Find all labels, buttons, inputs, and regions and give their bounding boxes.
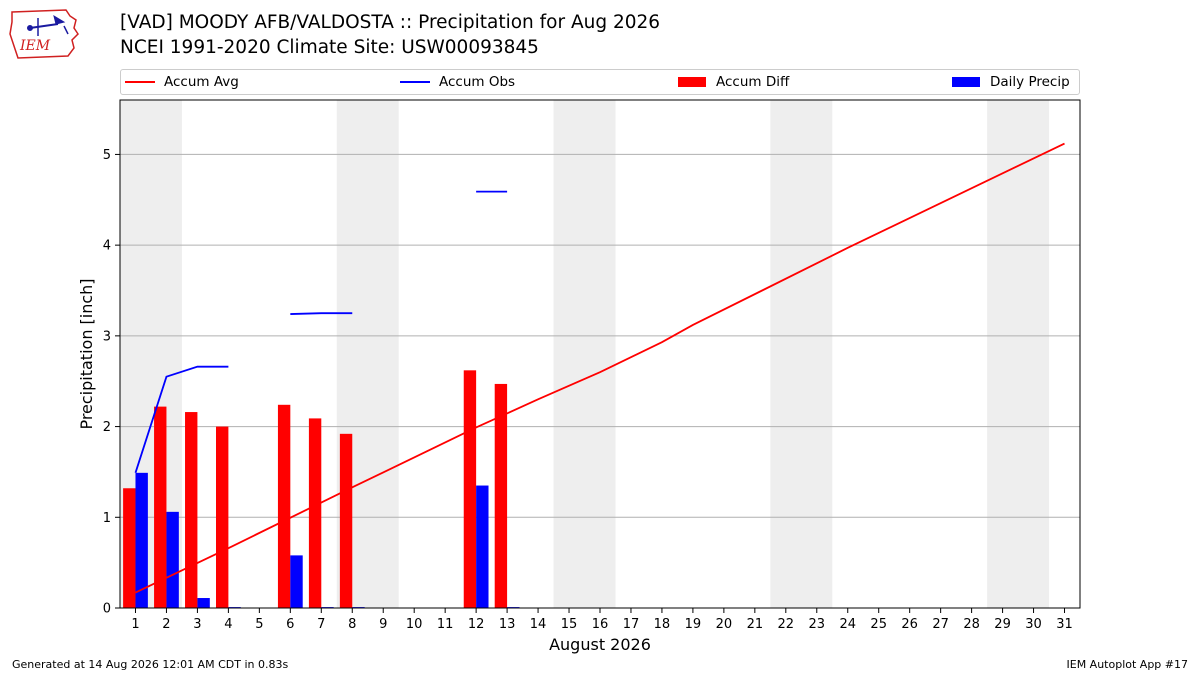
- x-tick-label-7: 7: [317, 617, 325, 632]
- x-tick-label-17: 17: [623, 617, 640, 632]
- accum-obs-line-segment-1: [134, 365, 229, 474]
- accum-diff-bar-day-2: [154, 406, 167, 608]
- x-tick-label-19: 19: [685, 617, 702, 632]
- x-tick-label-5: 5: [255, 617, 263, 632]
- accum-diff-bar-day-8: [339, 433, 353, 608]
- chart-subtitle: NCEI 1991-2020 Climate Site: USW00093845: [120, 37, 539, 58]
- accum-diff-bar-day-4: [216, 426, 229, 608]
- daily-precip-bar-day-12: [476, 485, 489, 608]
- x-tick-label-27: 27: [932, 617, 949, 632]
- legend-item-accum-diff: Accum Diff: [678, 70, 789, 94]
- x-tick-label-23: 23: [809, 617, 826, 632]
- x-tick-label-12: 12: [468, 617, 485, 632]
- x-tick-label-21: 21: [747, 617, 764, 632]
- x-tick-label-4: 4: [224, 617, 232, 632]
- accum-diff-bar-day-12: [463, 370, 477, 608]
- x-tick-label-28: 28: [963, 617, 980, 632]
- x-tick-label-29: 29: [994, 617, 1011, 632]
- legend-swatch-accum-avg: [125, 81, 155, 83]
- legend-item-accum-obs: Accum Obs: [400, 70, 515, 94]
- x-tick-label-24: 24: [839, 617, 856, 632]
- accum-diff-bar-day-7: [308, 418, 322, 608]
- legend-swatch-daily-precip: [952, 77, 980, 87]
- x-tick-label-11: 11: [437, 617, 454, 632]
- legend-label-accum-avg: Accum Avg: [164, 74, 239, 90]
- daily-precip-bar-day-6: [290, 555, 303, 608]
- x-tick-label-8: 8: [348, 617, 356, 632]
- y-tick-label-5: 5: [103, 148, 111, 163]
- y-tick-label-3: 3: [103, 329, 111, 344]
- chart-title: [VAD] MOODY AFB/VALDOSTA :: Precipitatio…: [120, 12, 661, 33]
- generated-timestamp: Generated at 14 Aug 2026 12:01 AM CDT in…: [12, 658, 289, 671]
- x-tick-label-9: 9: [379, 617, 387, 632]
- app-credit: IEM Autoplot App #17: [1066, 658, 1189, 671]
- legend-swatch-accum-obs: [400, 81, 430, 83]
- y-tick-label-1: 1: [103, 511, 111, 526]
- y-tick-label-2: 2: [103, 420, 111, 435]
- y-tick-label-4: 4: [103, 239, 111, 254]
- x-tick-label-20: 20: [716, 617, 733, 632]
- accum-diff-bar-day-1: [123, 488, 136, 608]
- iem-logo: IEM: [9, 9, 79, 59]
- x-tick-label-18: 18: [654, 617, 671, 632]
- x-tick-label-13: 13: [499, 617, 516, 632]
- x-tick-label-2: 2: [162, 617, 170, 632]
- x-axis-label: August 2026: [549, 635, 651, 654]
- daily-precip-bar-day-1: [135, 472, 148, 608]
- x-tick-label-31: 31: [1056, 617, 1073, 632]
- legend-label-accum-obs: Accum Obs: [439, 74, 516, 90]
- legend-item-daily-precip: Daily Precip: [952, 70, 1070, 94]
- weekend-band-3: [553, 100, 616, 608]
- weather-instruments-icon: [27, 14, 69, 36]
- daily-precip-bar-day-3: [197, 598, 210, 608]
- x-tick-label-16: 16: [592, 617, 609, 632]
- daily-precip-bar-day-2: [166, 511, 179, 608]
- legend-swatch-accum-diff: [678, 77, 706, 87]
- accum-diff-bar-day-13: [494, 383, 508, 608]
- iowa-state-outline: [9, 9, 79, 59]
- legend: Accum Avg Accum Obs Accum Diff Daily Pre…: [120, 69, 1080, 95]
- x-tick-label-3: 3: [193, 617, 201, 632]
- x-tick-label-26: 26: [901, 617, 918, 632]
- weekend-band-4: [770, 100, 833, 608]
- y-axis-label: Precipitation [inch]: [77, 278, 96, 429]
- accum-diff-bar-day-6: [277, 404, 291, 608]
- x-tick-label-15: 15: [561, 617, 578, 632]
- accum-avg-line: [135, 142, 1065, 594]
- x-tick-label-1: 1: [131, 617, 139, 632]
- legend-label-accum-diff: Accum Diff: [716, 74, 790, 90]
- weekend-band-5: [987, 100, 1050, 608]
- accum-obs-line-segment-2: [290, 312, 353, 315]
- x-tick-label-14: 14: [530, 617, 547, 632]
- legend-label-daily-precip: Daily Precip: [990, 74, 1070, 90]
- x-tick-label-10: 10: [406, 617, 423, 632]
- x-tick-label-22: 22: [778, 617, 795, 632]
- x-tick-label-25: 25: [870, 617, 887, 632]
- y-tick-label-0: 0: [103, 602, 111, 617]
- legend-item-accum-avg: Accum Avg: [125, 70, 239, 94]
- x-tick-label-30: 30: [1025, 617, 1042, 632]
- logo-text: IEM: [19, 38, 51, 54]
- x-tick-label-6: 6: [286, 617, 294, 632]
- accum-diff-bar-day-3: [185, 412, 198, 608]
